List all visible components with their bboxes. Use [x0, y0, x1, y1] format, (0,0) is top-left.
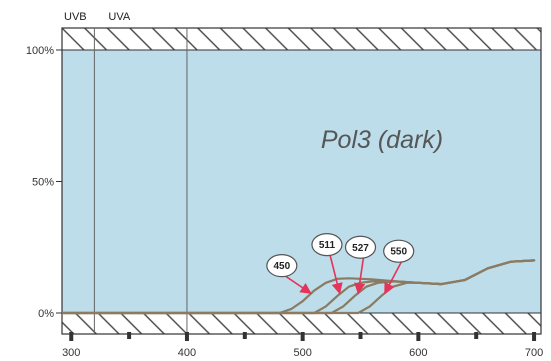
annotation-bubble-511 — [311, 233, 343, 257]
annotation-bubble-550 — [383, 239, 415, 263]
x-tick-700 — [532, 332, 537, 341]
annotation-label-450: 450 — [273, 261, 290, 272]
axis-layer: 0% 50% 100% 300 400 500 600 700 — [26, 45, 543, 359]
region-label-uva: UVA — [108, 11, 130, 23]
annotation-bubble-527 — [344, 235, 377, 259]
plot-area — [62, 28, 541, 334]
x-minor-tick-550 — [358, 332, 363, 339]
x-tick-label-600: 600 — [409, 347, 427, 359]
annotation-layer: 450 511 527 550 — [266, 233, 415, 295]
plot-title: Pol3 (dark) — [321, 126, 443, 154]
annotation-label-550: 550 — [390, 247, 407, 258]
plot-background-layer — [61, 27, 542, 335]
y-tick-label-50: 50% — [32, 177, 54, 189]
annotation-arrow-450 — [284, 274, 312, 294]
annotation-label-527: 527 — [352, 243, 369, 254]
x-tick-600 — [416, 332, 421, 341]
x-tick-300 — [69, 332, 74, 341]
top-hatch-band — [62, 28, 541, 50]
annotation-label-511: 511 — [319, 240, 336, 251]
x-tick-label-400: 400 — [178, 347, 196, 359]
region-layer: UVB UVA — [64, 11, 188, 334]
x-tick-label-500: 500 — [293, 347, 311, 359]
y-tick-label-100: 100% — [26, 45, 54, 57]
x-minor-tick-650 — [474, 332, 479, 339]
annotation-bubble-450 — [266, 254, 298, 278]
x-tick-500 — [300, 332, 305, 341]
series-line-550 — [60, 259, 536, 315]
annotation-arrow-511 — [329, 254, 343, 295]
region-label-uvb: UVB — [64, 11, 87, 23]
x-tick-label-300: 300 — [62, 347, 80, 359]
x-tick-400 — [184, 332, 189, 341]
annotation-arrow-550 — [384, 260, 403, 295]
x-minor-tick-350 — [127, 332, 132, 339]
x-tick-label-700: 700 — [525, 347, 543, 359]
y-tick-label-0: 0% — [38, 308, 54, 320]
bottom-hatch-band — [62, 313, 541, 334]
annotation-arrow-527 — [354, 257, 366, 295]
x-minor-tick-450 — [242, 332, 247, 339]
